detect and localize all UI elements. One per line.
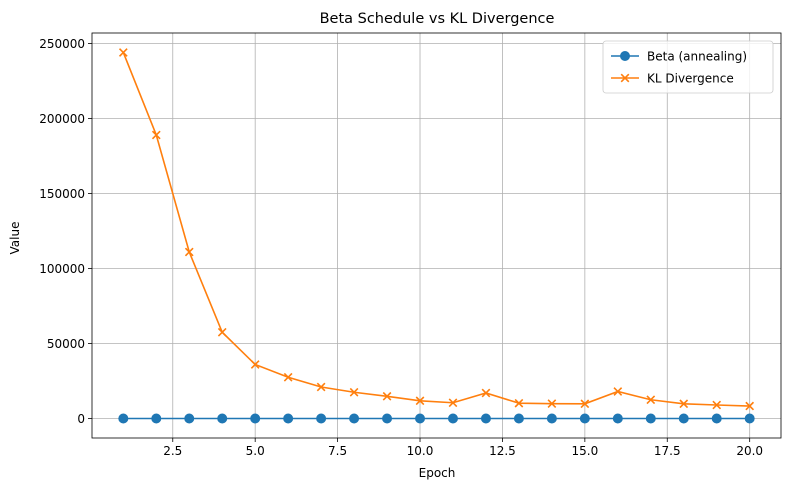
kl-series-point — [415, 396, 425, 406]
beta-series-point — [480, 413, 491, 424]
kl-series-point — [580, 399, 590, 409]
kl-series-point — [613, 387, 623, 396]
kl-series-point — [250, 360, 260, 369]
y-tick-label: 50000 — [47, 337, 85, 351]
y-tick-label: 250000 — [39, 37, 85, 51]
series-layer — [118, 48, 755, 424]
y-tick-label: 100000 — [39, 262, 85, 276]
beta-series-point — [678, 413, 689, 424]
beta-series-point — [546, 413, 557, 424]
kl-series-point — [481, 388, 491, 398]
y-tick-label: 150000 — [39, 187, 85, 201]
beta-series-point — [711, 413, 722, 424]
beta-series — [118, 413, 755, 424]
beta-series-point — [645, 413, 656, 424]
kl-series — [118, 48, 755, 411]
beta-series-point — [447, 413, 458, 424]
x-tick-label: 7.5 — [328, 444, 347, 458]
legend-entry-kl-marker — [620, 73, 630, 83]
beta-series-point — [513, 413, 524, 424]
beta-series-point — [579, 413, 590, 424]
kl-series-point — [283, 372, 293, 382]
legend: Beta (annealing) KL Divergence — [602, 40, 774, 94]
x-tick-label: 5.0 — [246, 444, 265, 458]
x-tick-label: 10.0 — [407, 444, 434, 458]
legend-entry-beta: Beta (annealing) — [611, 50, 747, 64]
beta-series-point — [382, 413, 393, 424]
kl-series-point — [382, 391, 392, 401]
legend-entry-kl: KL Divergence — [611, 72, 734, 86]
beta-series-point — [349, 413, 360, 424]
kl-series-point — [514, 398, 524, 408]
chart-title: Beta Schedule vs KL Divergence — [320, 11, 555, 27]
beta-series-point — [250, 413, 261, 424]
beta-series-point — [612, 413, 623, 424]
x-tick-label: 17.5 — [654, 444, 681, 458]
y-tick-label: 0 — [77, 412, 85, 426]
y-axis-label: Value — [8, 222, 22, 255]
legend-entry-beta-marker — [620, 51, 630, 61]
kl-series-point — [448, 398, 458, 408]
x-tick-label: 12.5 — [489, 444, 516, 458]
kl-series-point — [646, 395, 656, 405]
kl-series-point — [217, 327, 227, 337]
kl-series-point — [547, 399, 557, 409]
x-axis-label: Epoch — [419, 466, 456, 480]
beta-series-point — [184, 413, 195, 424]
beta-series-point — [217, 413, 228, 424]
kl-series-point — [712, 400, 722, 410]
x-tick-label: 20.0 — [736, 444, 763, 458]
x-tick-label: 2.5 — [163, 444, 182, 458]
y-tick-label: 200000 — [39, 112, 85, 126]
beta-series-point — [415, 413, 426, 424]
beta-series-point — [283, 413, 294, 424]
plot-frame — [91, 32, 782, 439]
beta-series-point — [316, 413, 327, 424]
beta-series-point — [744, 413, 755, 424]
axes-layer: 2.5 5.0 7.5 10.0 12.5 15.0 17.5 20.0 0 50000 10000… — [39, 32, 782, 458]
legend-entry-kl-label: KL Divergence — [647, 72, 734, 86]
kl-series-point — [745, 401, 755, 411]
kl-series-point — [349, 387, 359, 397]
kl-series-point — [679, 399, 689, 409]
kl-series-point — [151, 130, 161, 140]
beta-series-point — [151, 413, 162, 424]
kl-series-point — [316, 382, 326, 392]
kl-series-point — [118, 48, 128, 57]
kl-series-point — [184, 247, 194, 257]
legend-entry-beta-label: Beta (annealing) — [647, 50, 747, 64]
beta-series-point — [118, 413, 129, 424]
legend-box — [602, 40, 774, 94]
x-tick-label: 15.0 — [571, 444, 598, 458]
kl-series-line — [122, 52, 750, 407]
